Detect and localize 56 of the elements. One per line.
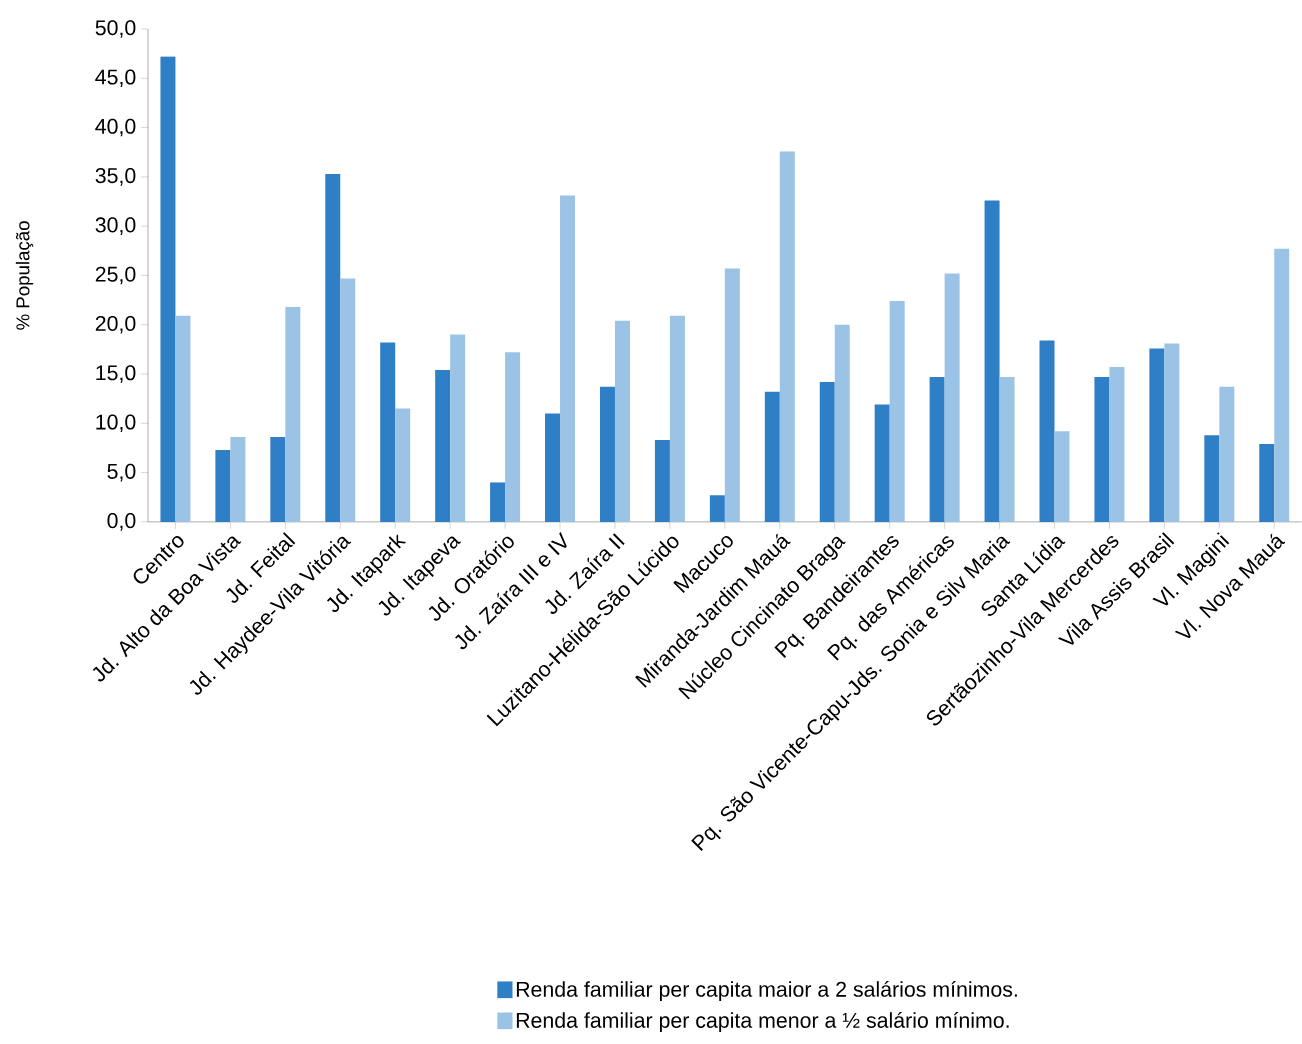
- bar: [669, 315, 685, 522]
- y-tick-label: 30,0: [95, 217, 136, 236]
- y-tick-label: 35,0: [95, 168, 136, 186]
- y-tick-label: 25,0: [95, 266, 136, 285]
- bar: [819, 382, 835, 522]
- bar: [1164, 343, 1180, 522]
- bar: [764, 391, 780, 522]
- bar: [160, 56, 176, 522]
- bar: [560, 195, 576, 522]
- bar: [984, 200, 1000, 522]
- bar: [654, 440, 670, 522]
- y-tick-label: 10,0: [96, 414, 136, 433]
- y-tick-label: 0,0: [107, 513, 136, 531]
- bar: [944, 273, 960, 522]
- bar: [1094, 377, 1110, 522]
- bar: [380, 342, 396, 522]
- bar: [724, 268, 740, 522]
- bar: [889, 301, 905, 522]
- bar: [215, 450, 231, 522]
- legend-label: Renda familiar per capita menor a ½ salário mínimo.: [516, 1012, 1009, 1033]
- bar: [1274, 248, 1290, 522]
- y-tick-label: 40,0: [95, 118, 136, 137]
- y-tick-label: 45,0: [95, 69, 136, 88]
- bar: [490, 482, 506, 522]
- y-tick-label: 50,0: [95, 20, 136, 38]
- bar: [1149, 348, 1165, 522]
- bar: [1054, 431, 1070, 522]
- bar: [270, 437, 286, 522]
- bar: [779, 151, 795, 522]
- bar: [175, 315, 191, 522]
- bar: [599, 386, 615, 522]
- bar: [505, 352, 521, 522]
- bar: [545, 413, 561, 522]
- bar: [1259, 444, 1275, 522]
- bar: [929, 377, 945, 522]
- y-tick-label: 20,0: [95, 316, 136, 334]
- bar: [1109, 367, 1125, 522]
- bar: [395, 408, 411, 522]
- y-tick-label: 5,0: [107, 463, 136, 482]
- bar: [709, 495, 725, 522]
- bar: [435, 370, 451, 522]
- bar: [1219, 386, 1235, 522]
- y-axis-title: % População: [15, 221, 34, 330]
- bar: [340, 278, 356, 522]
- bar: [230, 437, 246, 522]
- bar: [614, 320, 630, 522]
- bar: [1204, 435, 1220, 522]
- bar: [874, 404, 890, 522]
- bar: [325, 174, 341, 522]
- y-tick-label: 15,0: [96, 365, 136, 383]
- bar: [450, 334, 466, 522]
- bar: [1039, 340, 1055, 522]
- bar: [285, 307, 301, 522]
- bar: [999, 377, 1015, 522]
- legend-label: Renda familiar per capita maior a 2 salários mínimos.: [516, 981, 1017, 1002]
- bar: [834, 324, 850, 522]
